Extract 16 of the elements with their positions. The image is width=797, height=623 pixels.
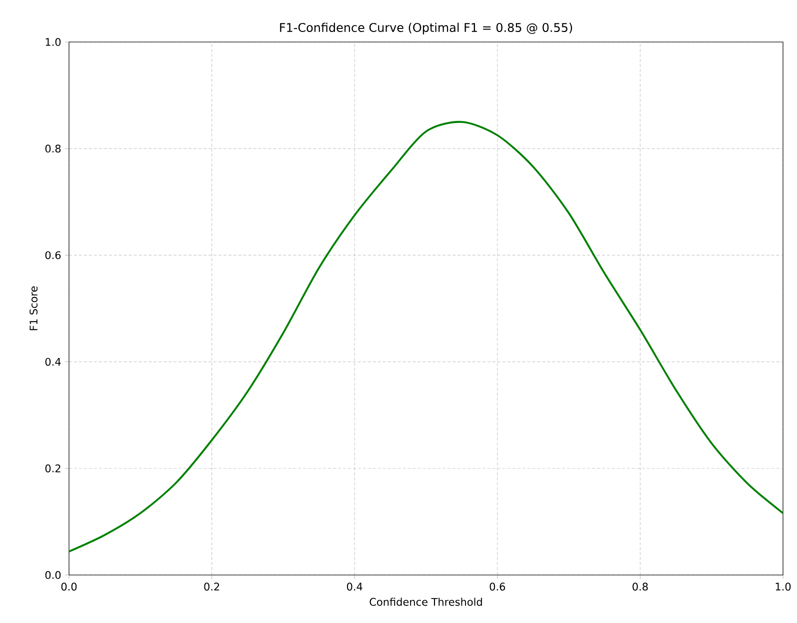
x-tick-label: 0.0 <box>61 582 77 591</box>
x-tick-label: 0.6 <box>490 582 506 591</box>
x-tick-label: 1.0 <box>776 582 791 591</box>
x-tick-label: 0.2 <box>204 582 220 591</box>
x-tick-label: 0.4 <box>346 582 362 591</box>
y-tick-label: 0.0 <box>45 571 61 579</box>
x-axis-title: Confidence Threshold <box>370 598 482 606</box>
y-tick-label: 0.2 <box>45 464 60 472</box>
line-series <box>69 120 784 552</box>
x-tick-label: 0.8 <box>632 582 648 591</box>
y-tick-label: 1.0 <box>46 38 61 46</box>
y-tick-label: 0.4 <box>45 358 61 366</box>
y-axis-title: F1 Score <box>30 286 38 330</box>
y-tick-label: 0.8 <box>45 144 61 153</box>
chart-title: F1-Confidence Curve (Optimal F1 = 0.85 @ 0.55) <box>280 22 572 34</box>
y-tick-label: 0.6 <box>45 251 61 260</box>
